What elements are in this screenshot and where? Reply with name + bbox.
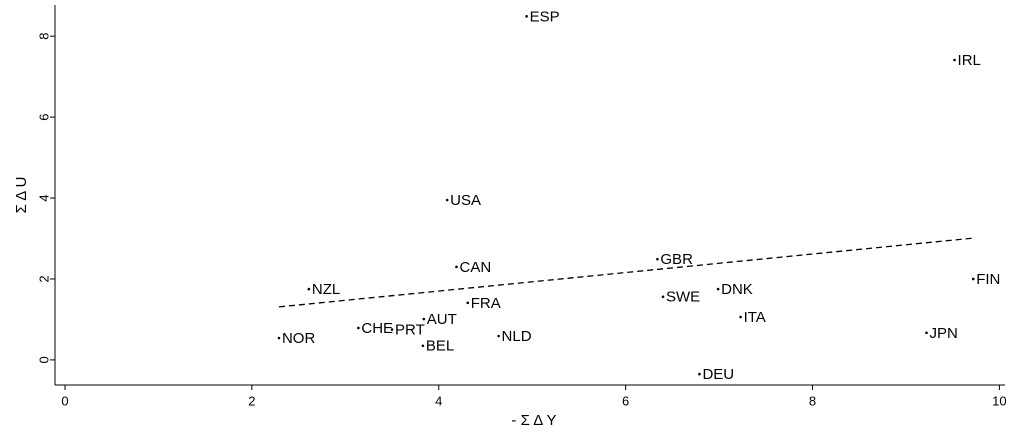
point-label: FRA xyxy=(471,295,501,312)
point-label: DNK xyxy=(721,281,753,298)
point-label: CHE xyxy=(361,320,393,337)
point-label: GBR xyxy=(660,251,693,268)
x-tick-label: 2 xyxy=(248,393,255,408)
point xyxy=(739,315,742,319)
point-label: CAN xyxy=(460,259,492,276)
point xyxy=(953,58,956,62)
point xyxy=(661,295,665,299)
y-tick-label: 8 xyxy=(36,33,51,40)
point xyxy=(525,15,528,18)
point xyxy=(925,331,928,335)
point-label: NOR xyxy=(282,330,316,347)
point xyxy=(421,344,425,348)
point xyxy=(466,301,470,305)
point xyxy=(357,326,360,330)
x-tick-label: 4 xyxy=(435,393,442,408)
x-tick-label: 6 xyxy=(622,393,629,408)
y-axis-label: Σ Δ U xyxy=(13,177,30,214)
point-label: PRT xyxy=(395,322,425,339)
point xyxy=(656,257,659,261)
point-label: ESP xyxy=(530,8,560,25)
y-tick-label: 2 xyxy=(36,275,51,282)
point-label: JPN xyxy=(930,325,958,342)
point xyxy=(445,198,449,202)
point-label: AUT xyxy=(427,311,457,328)
point xyxy=(698,372,701,376)
point xyxy=(716,287,720,291)
point xyxy=(455,265,458,269)
x-tick-label: 0 xyxy=(61,393,68,408)
trend-line xyxy=(278,237,974,308)
point xyxy=(277,336,281,340)
y-tick-label: 0 xyxy=(36,356,51,363)
y-tick-label: 6 xyxy=(36,113,51,120)
point-label: NLD xyxy=(502,328,532,345)
y-tick-label: 4 xyxy=(36,194,51,201)
point-label: SWE xyxy=(666,289,700,306)
point-label: USA xyxy=(450,192,481,209)
point-label: BEL xyxy=(426,338,454,355)
x-axis-label: - Σ Δ Y xyxy=(511,412,556,429)
point-label: FIN xyxy=(976,271,1000,288)
point-label: IRL xyxy=(958,52,981,69)
point xyxy=(497,334,500,338)
x-tick-label: 10 xyxy=(992,393,1006,408)
point xyxy=(307,287,311,291)
x-tick-label: 8 xyxy=(809,393,816,408)
point xyxy=(390,328,394,331)
point-label: NZL xyxy=(312,281,340,298)
point-label: DEU xyxy=(702,366,734,383)
point-label: ITA xyxy=(744,309,766,326)
point xyxy=(971,277,975,281)
point xyxy=(422,317,426,321)
